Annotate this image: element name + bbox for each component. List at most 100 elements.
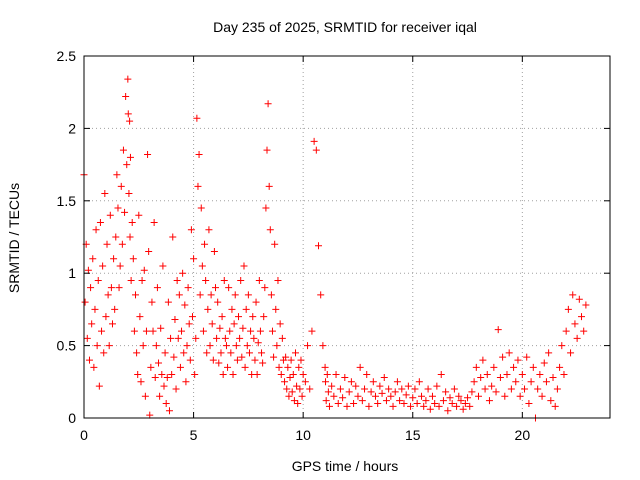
data-point <box>226 327 234 335</box>
data-point <box>492 388 500 396</box>
data-point <box>369 378 377 386</box>
data-point <box>203 349 211 357</box>
data-point <box>475 392 482 400</box>
data-point <box>442 388 450 396</box>
data-point <box>96 219 104 227</box>
y-tick-label: 1.5 <box>57 193 77 209</box>
data-point <box>291 349 299 357</box>
data-point <box>133 349 141 357</box>
data-point <box>151 373 159 381</box>
data-point <box>148 298 156 306</box>
data-point <box>201 240 209 248</box>
data-point <box>334 400 342 408</box>
data-point <box>385 385 393 393</box>
data-point <box>126 153 134 161</box>
data-point <box>507 385 515 393</box>
data-point <box>558 342 566 350</box>
data-point <box>483 371 491 379</box>
data-point <box>363 371 371 379</box>
data-point <box>516 392 524 400</box>
data-point <box>299 371 307 379</box>
data-point <box>569 291 577 299</box>
data-point <box>518 371 526 379</box>
data-point <box>176 363 184 371</box>
data-point <box>174 334 182 342</box>
data-point <box>210 247 218 255</box>
x-tick-label: 15 <box>405 427 421 443</box>
data-point <box>433 382 441 390</box>
data-point <box>250 334 258 342</box>
data-point <box>138 276 146 284</box>
data-point <box>207 291 215 299</box>
data-point <box>527 378 535 386</box>
data-point <box>163 373 171 381</box>
data-point <box>271 240 279 248</box>
data-point <box>435 402 443 410</box>
data-point <box>172 385 180 393</box>
data-point <box>387 392 395 400</box>
data-point <box>208 320 216 328</box>
data-point <box>468 388 476 396</box>
data-point <box>196 291 204 299</box>
data-point <box>446 394 454 402</box>
data-point <box>87 284 95 292</box>
data-point <box>91 305 99 313</box>
data-point <box>147 363 155 371</box>
data-point <box>116 262 124 270</box>
data-point <box>470 378 478 386</box>
data-point <box>288 388 296 396</box>
data-point <box>184 284 192 292</box>
data-point <box>345 388 353 396</box>
x-tick-label: 5 <box>190 427 198 443</box>
y-tick-label: 2 <box>68 120 76 136</box>
data-point <box>255 276 263 284</box>
data-point <box>536 371 544 379</box>
data-point <box>193 114 201 122</box>
data-point <box>239 324 247 332</box>
axis-ticks: 0 5 10 15 20 0 0.5 1 1.5 2 2.5 <box>57 48 610 443</box>
data-point <box>159 262 167 270</box>
data-point <box>286 373 294 381</box>
data-point <box>249 313 257 321</box>
data-point <box>293 382 301 390</box>
data-point <box>125 190 133 198</box>
data-point <box>503 371 511 379</box>
data-point <box>413 400 421 408</box>
data-point <box>294 400 302 408</box>
data-point <box>140 266 148 274</box>
data-point <box>396 397 404 405</box>
data-point <box>376 382 384 390</box>
data-point <box>85 356 93 364</box>
y-tick-label: 2.5 <box>57 48 77 64</box>
data-point <box>106 211 114 219</box>
data-point <box>382 397 390 405</box>
data-point <box>183 342 191 350</box>
data-point <box>110 255 118 263</box>
data-point <box>155 359 163 367</box>
data-point <box>290 397 298 405</box>
data-point <box>95 382 103 390</box>
data-point <box>374 400 382 408</box>
data-point <box>216 324 224 332</box>
data-point <box>510 363 518 371</box>
data-point <box>308 327 316 335</box>
data-point <box>100 349 108 357</box>
data-point <box>119 146 127 154</box>
data-point <box>393 378 401 386</box>
y-axis-label: SRMTID / TECUs <box>6 183 22 293</box>
data-point <box>315 242 323 250</box>
data-point <box>398 385 406 393</box>
data-point <box>321 363 329 371</box>
data-point <box>212 284 219 292</box>
data-point <box>265 182 273 190</box>
data-point <box>137 378 145 386</box>
data-point <box>547 397 555 405</box>
data-point <box>81 298 89 306</box>
data-point <box>144 150 152 158</box>
data-point <box>165 407 173 415</box>
data-point <box>102 313 110 321</box>
data-point <box>287 356 295 364</box>
data-point <box>251 356 259 364</box>
data-point <box>534 385 542 393</box>
